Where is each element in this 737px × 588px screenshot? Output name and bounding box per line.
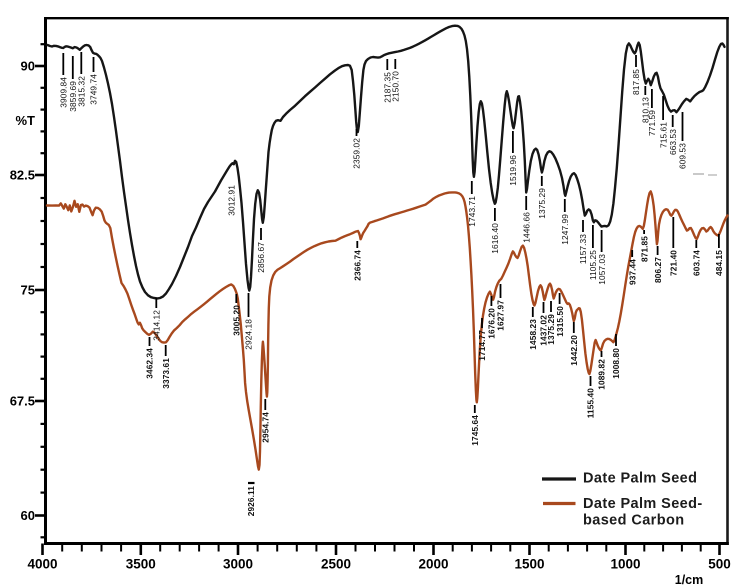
svg-text:2359.02: 2359.02 — [352, 138, 362, 169]
svg-text:3815.32: 3815.32 — [77, 76, 87, 107]
svg-text:1500: 1500 — [514, 557, 544, 572]
svg-text:484.15: 484.15 — [714, 250, 724, 276]
svg-text:2926.11: 2926.11 — [246, 486, 256, 517]
svg-text:60: 60 — [21, 508, 35, 523]
svg-text:%T: %T — [16, 113, 36, 128]
svg-text:603.74: 603.74 — [692, 250, 702, 276]
svg-text:1519.96: 1519.96 — [508, 155, 518, 186]
svg-text:1247.99: 1247.99 — [560, 214, 570, 245]
svg-text:937.44: 937.44 — [627, 259, 637, 285]
svg-text:1375.29: 1375.29 — [537, 188, 547, 219]
svg-text:1105.25: 1105.25 — [588, 250, 598, 280]
svg-text:1315.50: 1315.50 — [555, 306, 565, 337]
svg-text:1714.77: 1714.77 — [477, 330, 487, 361]
svg-text:663.53: 663.53 — [668, 129, 678, 155]
svg-text:3462.34: 3462.34 — [145, 348, 155, 379]
svg-text:3012.91: 3012.91 — [227, 185, 237, 216]
svg-text:2500: 2500 — [321, 557, 351, 572]
svg-text:810.13: 810.13 — [641, 97, 651, 123]
svg-text:2150.70: 2150.70 — [391, 71, 401, 102]
svg-text:715.61: 715.61 — [658, 122, 668, 148]
svg-text:1375.29: 1375.29 — [546, 314, 556, 345]
svg-text:1627.97: 1627.97 — [496, 300, 506, 331]
svg-text:3749.74: 3749.74 — [89, 74, 99, 105]
svg-text:1616.40: 1616.40 — [490, 223, 500, 254]
svg-text:3000: 3000 — [223, 557, 253, 572]
svg-text:3414.12: 3414.12 — [152, 310, 162, 341]
svg-text:1155.40: 1155.40 — [586, 388, 596, 419]
svg-text:1/cm: 1/cm — [675, 573, 704, 587]
svg-text:1000: 1000 — [610, 557, 640, 572]
svg-text:2856.67: 2856.67 — [256, 242, 266, 273]
svg-text:2366.74: 2366.74 — [353, 250, 363, 281]
svg-text:2954.74: 2954.74 — [261, 412, 271, 443]
svg-text:75: 75 — [21, 283, 35, 298]
svg-text:2924.18: 2924.18 — [244, 319, 254, 350]
svg-text:Date Palm Seed: Date Palm Seed — [583, 471, 697, 487]
svg-text:3005.20: 3005.20 — [232, 305, 242, 336]
svg-text:806.27: 806.27 — [653, 257, 663, 283]
svg-text:82.5: 82.5 — [10, 168, 35, 183]
svg-text:1008.80: 1008.80 — [611, 348, 621, 379]
svg-text:771.59: 771.59 — [647, 110, 657, 136]
svg-text:3373.61: 3373.61 — [161, 358, 171, 389]
svg-text:1157.33: 1157.33 — [578, 234, 588, 264]
svg-text:1057.03: 1057.03 — [597, 254, 607, 285]
svg-text:3500: 3500 — [126, 557, 156, 572]
svg-text:500: 500 — [708, 557, 731, 572]
svg-text:1458.23: 1458.23 — [528, 319, 538, 350]
svg-text:721.40: 721.40 — [669, 250, 679, 276]
svg-text:2187.35: 2187.35 — [383, 72, 393, 103]
svg-text:1743.71: 1743.71 — [467, 196, 477, 227]
svg-text:Date Palm Seed-: Date Palm Seed- — [583, 496, 703, 512]
svg-text:2000: 2000 — [418, 557, 448, 572]
svg-text:1676.20: 1676.20 — [487, 308, 497, 339]
svg-text:67.5: 67.5 — [10, 394, 35, 409]
svg-text:90: 90 — [21, 59, 35, 74]
svg-text:817.85: 817.85 — [631, 69, 641, 95]
svg-text:1446.66: 1446.66 — [521, 212, 531, 243]
svg-text:1442.20: 1442.20 — [569, 335, 579, 366]
svg-text:based Carbon: based Carbon — [583, 513, 685, 529]
svg-text:1437.02: 1437.02 — [539, 315, 549, 346]
svg-text:3859.69: 3859.69 — [68, 81, 78, 112]
svg-text:871.85: 871.85 — [639, 236, 649, 262]
svg-text:609.53: 609.53 — [678, 143, 688, 169]
svg-text:1089.82: 1089.82 — [597, 359, 607, 390]
svg-text:1745.64: 1745.64 — [470, 415, 480, 446]
svg-text:3909.84: 3909.84 — [59, 77, 69, 108]
svg-text:4000: 4000 — [27, 557, 57, 572]
